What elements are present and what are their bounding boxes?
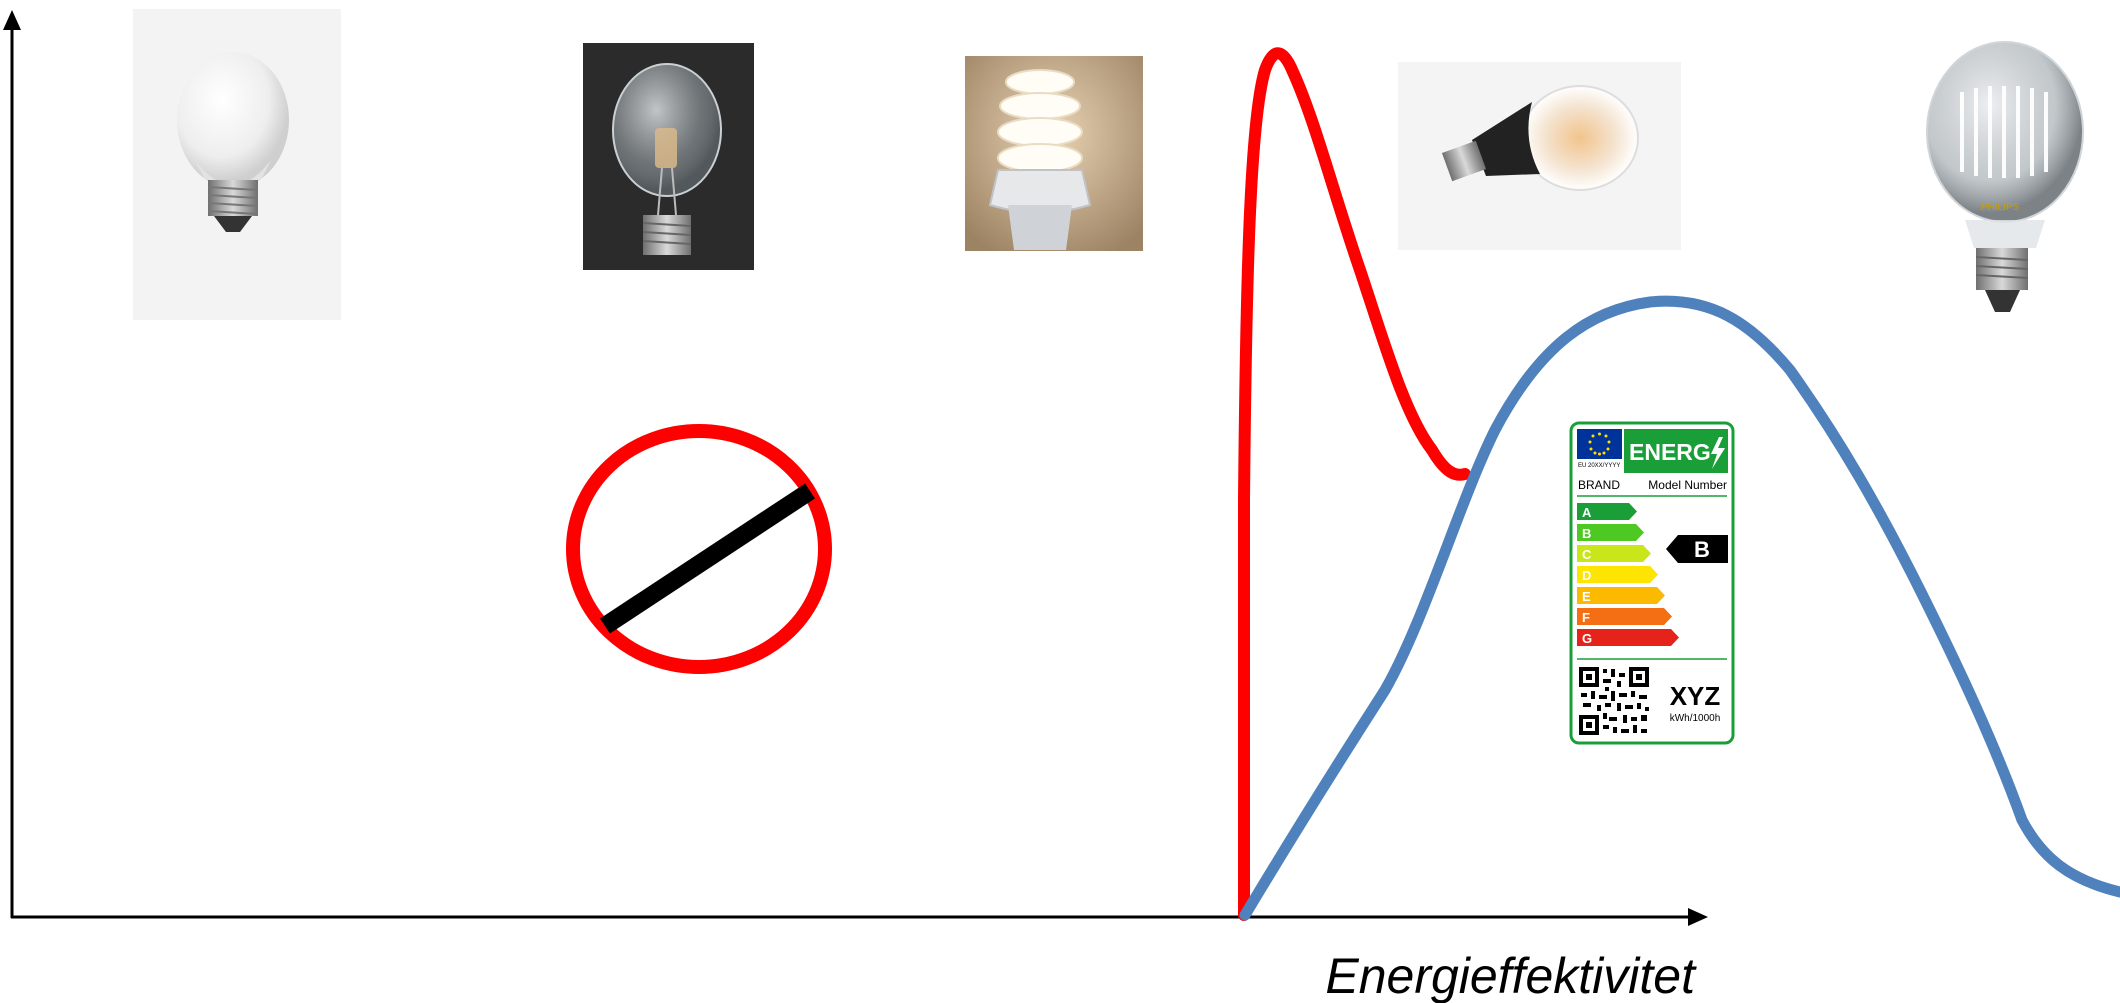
energy-header-box [1624, 429, 1728, 473]
prohibition-ring [566, 424, 832, 674]
energy-class-a: A [1577, 503, 1637, 520]
svg-text:C: C [1582, 547, 1592, 562]
svg-text:F: F [1582, 610, 1590, 625]
qr-code [1579, 667, 1651, 737]
energy-class-d: D [1577, 566, 1658, 583]
energy-header-text: ENERG [1629, 439, 1711, 465]
svg-text:PHILIPS: PHILIPS [1981, 202, 2020, 213]
energy-label: EU 20XX/YYYY ENERG BRAND Model Number A … [1569, 421, 1735, 745]
svg-text:A: A [1582, 505, 1592, 520]
eu-regulation-code: EU 20XX/YYYY [1578, 463, 1620, 469]
svg-text:E: E [1582, 589, 1591, 604]
y-axis-arrowhead [3, 10, 21, 30]
consumption-unit: kWh/1000h [1670, 713, 1721, 724]
red-curve [1238, 47, 1471, 921]
energy-rating-letter: B [1694, 537, 1710, 562]
prohibition-sign [566, 424, 832, 674]
x-axis-arrowhead [1688, 908, 1708, 926]
axes: Energieffektivitet [3, 10, 1708, 1003]
eu-stars [1588, 432, 1611, 456]
brand-text: BRAND [1578, 478, 1620, 492]
lightning-icon [1711, 437, 1725, 469]
consumption-value: XYZ [1670, 681, 1721, 711]
energy-class-g: G [1577, 629, 1679, 646]
incandescent-bulb-photo [133, 9, 341, 320]
energy-class-c: C [1577, 545, 1651, 562]
led-filament-bulb-photo: PHILIPS [1926, 41, 2084, 312]
energy-class-b: B [1577, 524, 1644, 541]
svg-text:B: B [1582, 526, 1591, 541]
blue-curve [1239, 295, 2120, 921]
model-text: Model Number [1648, 478, 1727, 492]
svg-text:G: G [1582, 631, 1592, 646]
halogen-bulb-photo [583, 43, 754, 270]
energy-class-f: F [1577, 608, 1672, 625]
led-bulb-photo [1398, 62, 1681, 250]
energy-rating-indicator: B [1666, 535, 1728, 563]
svg-text:D: D [1582, 568, 1591, 583]
energy-class-e: E [1577, 587, 1665, 604]
x-axis-label: Energieffektivitet [1325, 948, 1697, 1003]
cfl-bulb-photo [965, 56, 1143, 251]
prohibition-bar [600, 483, 815, 634]
energy-class-scale: A B C D E F G [1577, 503, 1679, 646]
